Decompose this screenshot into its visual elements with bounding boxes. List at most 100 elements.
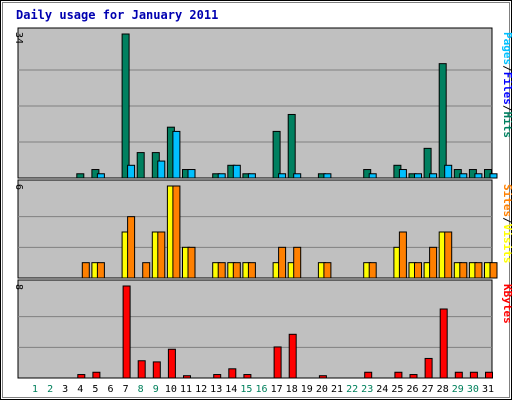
- x-tick-label-day-8: 8: [138, 384, 144, 395]
- x-tick-label-day-1: 1: [32, 384, 38, 395]
- x-tick-label-day-30: 30: [467, 384, 479, 395]
- bar-sites-day-5: [96, 262, 105, 279]
- bar-kbytes-day-20: [318, 375, 327, 379]
- x-tick-label-day-31: 31: [482, 384, 494, 395]
- legend-item: Files: [501, 72, 512, 105]
- bar-sites-day-29: [459, 262, 468, 279]
- x-tick-label-day-3: 3: [62, 384, 68, 395]
- bar-kbytes-day-18: [288, 333, 297, 379]
- bar-kbytes-day-29: [454, 371, 463, 379]
- bar-sites-day-14: [232, 262, 241, 279]
- x-tick-label-day-19: 19: [301, 384, 313, 395]
- bar-files-day-11: [187, 169, 196, 179]
- x-tick-label-day-12: 12: [195, 384, 207, 395]
- panel-3-ymax-label: 8: [13, 284, 24, 290]
- x-tick-label-day-6: 6: [107, 384, 113, 395]
- bar-files-day-28: [444, 164, 453, 179]
- bar-sites-day-30: [474, 262, 483, 279]
- bar-sites-day-13: [217, 262, 226, 279]
- bar-kbytes-day-13: [213, 374, 222, 379]
- bar-kbytes-day-8: [137, 360, 146, 379]
- x-tick-label-day-29: 29: [452, 384, 464, 395]
- bar-files-day-5: [96, 173, 105, 179]
- x-tick-label-day-5: 5: [92, 384, 98, 395]
- x-tick-label-day-21: 21: [331, 384, 343, 395]
- x-tick-label-day-24: 24: [376, 384, 388, 395]
- bar-files-day-17: [278, 173, 287, 179]
- bar-sites-day-26: [414, 262, 422, 279]
- bar-hits-day-28: [438, 63, 447, 179]
- bar-sites-day-9: [157, 231, 166, 279]
- x-tick-label-day-9: 9: [153, 384, 159, 395]
- bar-kbytes-day-27: [424, 357, 433, 379]
- bar-hits-day-17: [272, 130, 281, 179]
- bar-kbytes-day-15: [243, 374, 252, 379]
- bar-kbytes-day-11: [183, 375, 191, 379]
- bar-sites-day-20: [323, 262, 332, 279]
- bar-files-day-27: [429, 173, 438, 179]
- panel-1-ymax-label: 34: [13, 32, 24, 44]
- x-tick-label-day-10: 10: [165, 384, 177, 395]
- bar-kbytes-day-4: [77, 374, 86, 379]
- bar-files-day-26: [414, 173, 422, 179]
- x-tick-label-day-20: 20: [316, 384, 328, 395]
- bar-kbytes-day-14: [228, 368, 237, 379]
- bar-kbytes-day-17: [273, 346, 282, 379]
- bar-files-day-7: [127, 164, 136, 179]
- x-tick-label-day-26: 26: [406, 384, 418, 395]
- bar-sites-day-28: [444, 231, 453, 279]
- bar-sites-day-15: [247, 262, 256, 279]
- bar-sites-day-7: [127, 216, 136, 279]
- bar-files-day-18: [293, 173, 302, 179]
- bar-files-day-31: [489, 173, 498, 179]
- x-tick-label-day-13: 13: [210, 384, 222, 395]
- panel-1-background: [17, 27, 493, 179]
- x-tick-label-day-28: 28: [437, 384, 449, 395]
- bar-sites-day-31: [489, 262, 498, 279]
- panel-3-legend: KBytes: [501, 284, 512, 324]
- bar-files-day-10: [172, 130, 181, 179]
- legend-item: /: [501, 217, 512, 224]
- x-tick-label-day-22: 22: [346, 384, 358, 395]
- bar-hits-day-4: [76, 173, 85, 179]
- x-tick-label-day-2: 2: [47, 384, 53, 395]
- bar-files-day-15: [247, 173, 256, 179]
- bar-files-day-30: [474, 173, 483, 179]
- bar-kbytes-day-25: [394, 371, 403, 379]
- x-tick-label-day-27: 27: [422, 384, 434, 395]
- chart-title: Daily usage for January 2011: [16, 8, 218, 22]
- legend-item: /: [501, 105, 512, 112]
- legend-item: Sites: [501, 184, 512, 217]
- bar-hits-day-27: [423, 147, 432, 179]
- x-tick-label-day-14: 14: [225, 384, 237, 395]
- bar-files-day-13: [217, 173, 226, 179]
- bar-hits-day-18: [287, 113, 296, 179]
- bar-sites-day-17: [278, 246, 287, 279]
- bar-sites-day-27: [429, 246, 438, 279]
- bar-files-day-20: [323, 173, 332, 179]
- panel-2-ymax-label: 6: [13, 184, 24, 190]
- bar-files-day-14: [232, 164, 241, 179]
- panel-2-background: [17, 179, 493, 279]
- x-tick-label-day-7: 7: [123, 384, 129, 395]
- bar-sites-day-11: [187, 246, 196, 279]
- bar-kbytes-day-26: [409, 374, 418, 379]
- bar-files-day-29: [459, 173, 468, 179]
- legend-item: Visits: [501, 224, 512, 264]
- x-tick-label-day-4: 4: [77, 384, 83, 395]
- bar-files-day-25: [398, 169, 407, 179]
- bar-files-day-23: [368, 173, 377, 179]
- bar-sites-day-23: [368, 262, 377, 279]
- x-tick-label-day-11: 11: [180, 384, 192, 395]
- bar-sites-day-10: [172, 185, 181, 279]
- x-tick-label-day-17: 17: [271, 384, 283, 395]
- x-tick-label-day-18: 18: [286, 384, 298, 395]
- x-tick-label-day-23: 23: [361, 384, 373, 395]
- panel-2-legend: Sites/Visits: [501, 184, 512, 264]
- bar-sites-day-8: [142, 262, 151, 279]
- legend-item: KBytes: [501, 284, 512, 324]
- panel-1-legend: Pages/Files/Hits: [501, 32, 512, 138]
- bar-kbytes-day-28: [439, 308, 448, 379]
- bar-kbytes-day-31: [485, 371, 493, 379]
